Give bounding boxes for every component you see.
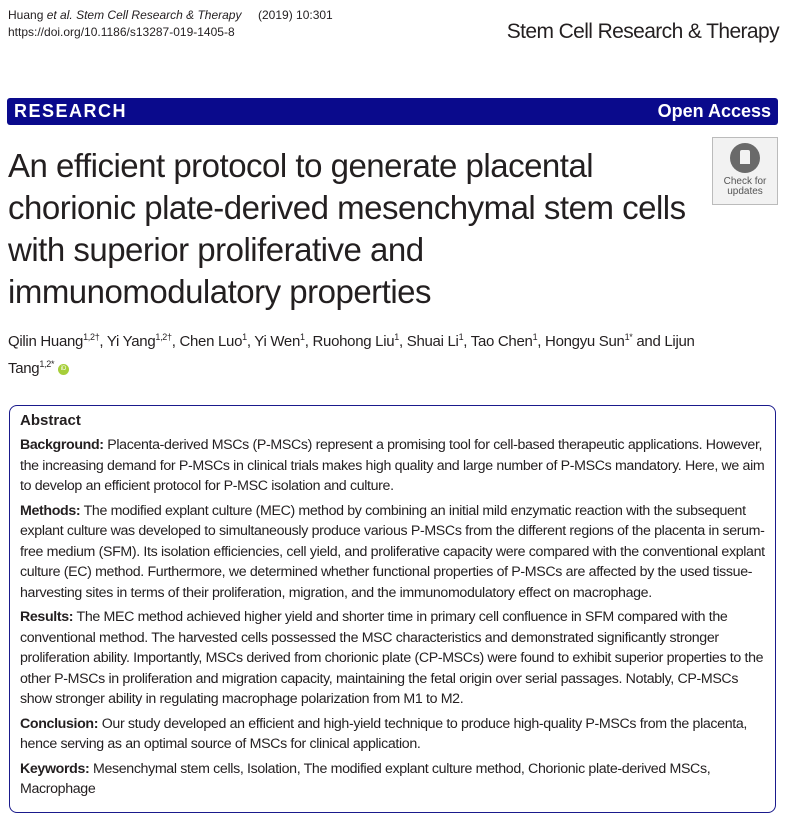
citation-etal: et al. bbox=[46, 8, 73, 22]
author-affiliation: 1,2† bbox=[155, 332, 172, 342]
check-for-updates-icon bbox=[730, 143, 760, 173]
abstract-section: Keywords: Mesenchymal stem cells, Isolat… bbox=[20, 759, 765, 800]
author-name[interactable]: Lijun Tang bbox=[8, 333, 695, 377]
author-separator: , bbox=[304, 333, 313, 350]
author-name[interactable]: Chen Luo bbox=[179, 333, 243, 350]
author-affiliation: 1 bbox=[300, 332, 305, 342]
abstract-section-label: Background: bbox=[20, 437, 104, 453]
abstract-section: Conclusion: Our study developed an effic… bbox=[20, 714, 765, 755]
author-affiliation: 1 bbox=[242, 332, 247, 342]
article-type-band: RESEARCH Open Access bbox=[7, 98, 778, 125]
author-name[interactable]: Yi Yang bbox=[106, 333, 156, 350]
author-name[interactable]: Ruohong Liu bbox=[312, 333, 395, 350]
article-type: RESEARCH bbox=[14, 101, 128, 121]
open-access-label: Open Access bbox=[657, 101, 771, 121]
abstract-section-label: Results: bbox=[20, 609, 74, 625]
citation-journal: Stem Cell Research & Therapy bbox=[76, 8, 242, 22]
abstract-section: Methods: The modified explant culture (M… bbox=[20, 501, 765, 604]
citation-year: (2019) 10:301 bbox=[258, 8, 333, 22]
journal-logo: Stem Cell Research & Therapy bbox=[506, 20, 780, 43]
citation-author: Huang bbox=[8, 8, 44, 22]
author-separator: , bbox=[537, 333, 546, 350]
abstract-section-text: Our study developed an efficient and hig… bbox=[20, 715, 747, 753]
citation: Huang et al. Stem Cell Research & Therap… bbox=[8, 7, 333, 41]
check-for-updates-button[interactable]: Check for updates bbox=[712, 137, 778, 205]
author-affiliation: 1,2* bbox=[39, 359, 55, 369]
abstract-section: Background: Placenta-derived MSCs (P-MSC… bbox=[20, 435, 765, 497]
author-separator: , bbox=[399, 333, 407, 350]
abstract-section-text: Placenta-derived MSCs (P-MSCs) represent… bbox=[20, 437, 765, 494]
check-for-updates-label: Check for updates bbox=[723, 176, 767, 197]
abstract-box: Abstract Background: Placenta-derived MS… bbox=[9, 405, 776, 813]
abstract-section-label: Keywords: bbox=[20, 760, 90, 777]
author-name[interactable]: Shuai Li bbox=[406, 333, 459, 350]
author-name[interactable]: Hongyu Sun bbox=[545, 333, 625, 350]
author-separator: , bbox=[246, 333, 255, 350]
author-affiliation: 1* bbox=[624, 332, 633, 342]
abstract-section: Results: The MEC method achieved higher … bbox=[20, 607, 765, 710]
orcid-icon[interactable]: iD bbox=[58, 363, 70, 375]
author-name[interactable]: Tao Chen bbox=[470, 333, 533, 350]
abstract-section-label: Methods: bbox=[20, 502, 81, 519]
author-affiliation: 1,2† bbox=[83, 332, 100, 342]
abstract-section-text: The modified explant culture (MEC) metho… bbox=[20, 502, 765, 601]
abstract-section-text: The MEC method achieved higher yield and… bbox=[20, 609, 764, 707]
author-affiliation: 1 bbox=[532, 332, 538, 342]
author-name[interactable]: Yi Wen bbox=[254, 333, 301, 350]
author-separator: , bbox=[463, 333, 471, 350]
author-affiliation: 1 bbox=[394, 332, 399, 342]
author-affiliation: 1 bbox=[458, 332, 464, 342]
author-list: Qilin Huang1,2†, Yi Yang1,2†, Chen Luo1,… bbox=[8, 326, 728, 380]
doi-link[interactable]: https://doi.org/10.1186/s13287-019-1405-… bbox=[8, 25, 235, 39]
abstract-section-text: Mesenchymal stem cells, Isolation, The m… bbox=[20, 760, 711, 798]
abstract-heading: Abstract bbox=[20, 412, 81, 429]
author-separator: , bbox=[99, 333, 107, 350]
author-separator: , bbox=[171, 333, 180, 350]
author-separator: and bbox=[632, 333, 665, 350]
abstract-section-label: Conclusion: bbox=[20, 715, 99, 732]
author-name[interactable]: Qilin Huang bbox=[8, 333, 84, 350]
article-title: An efficient protocol to generate placen… bbox=[8, 147, 686, 310]
